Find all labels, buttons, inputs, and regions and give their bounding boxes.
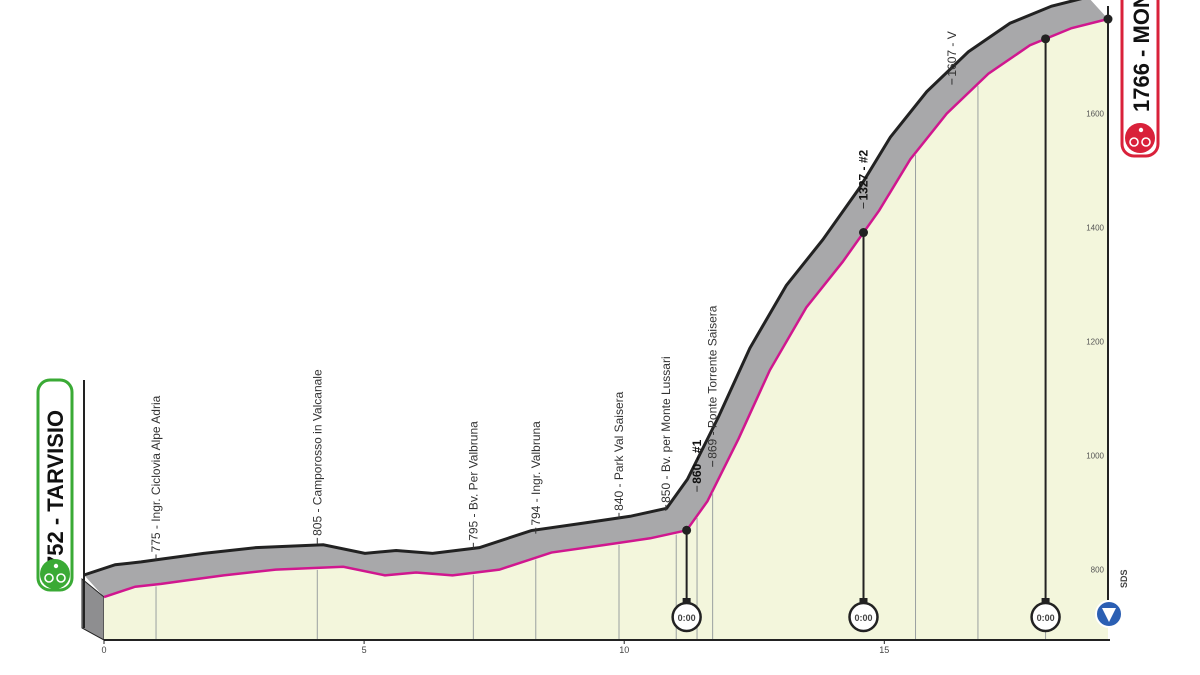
axis-layer: 0 5 10 15 800 1000 1200 1400 1600 <box>83 6 1110 655</box>
point-label-1: 805 - Camporosso in Valcanale <box>310 369 324 536</box>
time-check-label-2: 0:00 <box>1037 613 1055 623</box>
finish-cyclist-icon <box>1125 123 1155 153</box>
stopwatch-icon-0 <box>671 601 702 633</box>
profile-fill <box>104 19 1108 640</box>
stopwatch-crown-2 <box>1041 598 1050 604</box>
time-checks-layer: 0:00 0:00 0:00 <box>671 34 1061 633</box>
profile-area-layer <box>81 0 1109 641</box>
start-finish-layer: 752 - TARVISIO 1766 - MONTE LUSSARI SDS <box>36 0 1160 628</box>
x-tick-label-0: 0 <box>101 645 106 655</box>
point-label-5: 850 - Bv. per Monte Lussari <box>659 356 673 503</box>
stopwatch-crown-0 <box>682 598 691 604</box>
finish-arrow-icon <box>1102 608 1116 622</box>
point-label-7: 869 - Ponte Torrente Saisera <box>706 305 720 459</box>
profile-edge-line <box>103 17 1109 599</box>
time-check-dot-1 <box>859 228 869 238</box>
finish-marker-label: SDS <box>1119 569 1129 588</box>
start-cyclist-icon <box>40 559 70 589</box>
stopwatch-icon-1 <box>848 601 879 633</box>
start-wheel-left <box>44 573 54 583</box>
y-tick-label-0: 800 <box>1091 566 1105 575</box>
point-label-2: 795 - Bv. Per Valbruna <box>466 421 480 541</box>
time-check-label-1: 0:00 <box>854 613 872 623</box>
point-label-3: 794 - Ingr. Valbruna <box>529 421 543 526</box>
point-label-8: 1327 - #2 <box>857 149 871 200</box>
finish-summit-dot <box>1103 14 1113 24</box>
point-label-9: 1607 - V <box>945 31 959 76</box>
stopwatch-icon-2 <box>1030 601 1061 633</box>
finish-rider-head <box>1138 127 1144 133</box>
point-label-6: 860 - #1 <box>690 439 704 483</box>
time-check-dot-0 <box>682 525 692 535</box>
start-label: 752 - TARVISIO <box>43 410 68 568</box>
finish-wheel-left <box>1129 137 1139 147</box>
x-tick-label-3: 15 <box>879 645 889 655</box>
start-badge <box>36 378 74 592</box>
y-tick-label-4: 1600 <box>1086 110 1104 119</box>
time-check-dot-2 <box>1041 34 1051 44</box>
x-tick-label-2: 10 <box>619 645 629 655</box>
y-tick-label-1: 1000 <box>1086 452 1104 461</box>
profile-top-edge <box>83 0 1083 577</box>
start-wheel-right <box>56 573 66 583</box>
y-tick-label-3: 1400 <box>1086 224 1104 233</box>
start-rider-head <box>53 563 59 569</box>
time-check-label-0: 0:00 <box>678 613 696 623</box>
profile-side-band <box>84 0 1108 597</box>
point-label-0: 775 - Ingr. Ciclovia Alpe Adria <box>149 395 163 552</box>
finish-wheel-right <box>1141 137 1151 147</box>
y-tick-label-2: 1200 <box>1086 338 1104 347</box>
finish-badge <box>1120 0 1160 158</box>
stopwatch-crown-1 <box>859 598 868 604</box>
x-tick-label-1: 5 <box>362 645 367 655</box>
point-label-4: 840 - Park Val Saisera <box>612 391 626 510</box>
point-labels-layer: 775 - Ingr. Ciclovia Alpe Adria 805 - Cam… <box>149 31 959 561</box>
finish-label: 1766 - MONTE LUSSARI <box>1129 0 1154 112</box>
